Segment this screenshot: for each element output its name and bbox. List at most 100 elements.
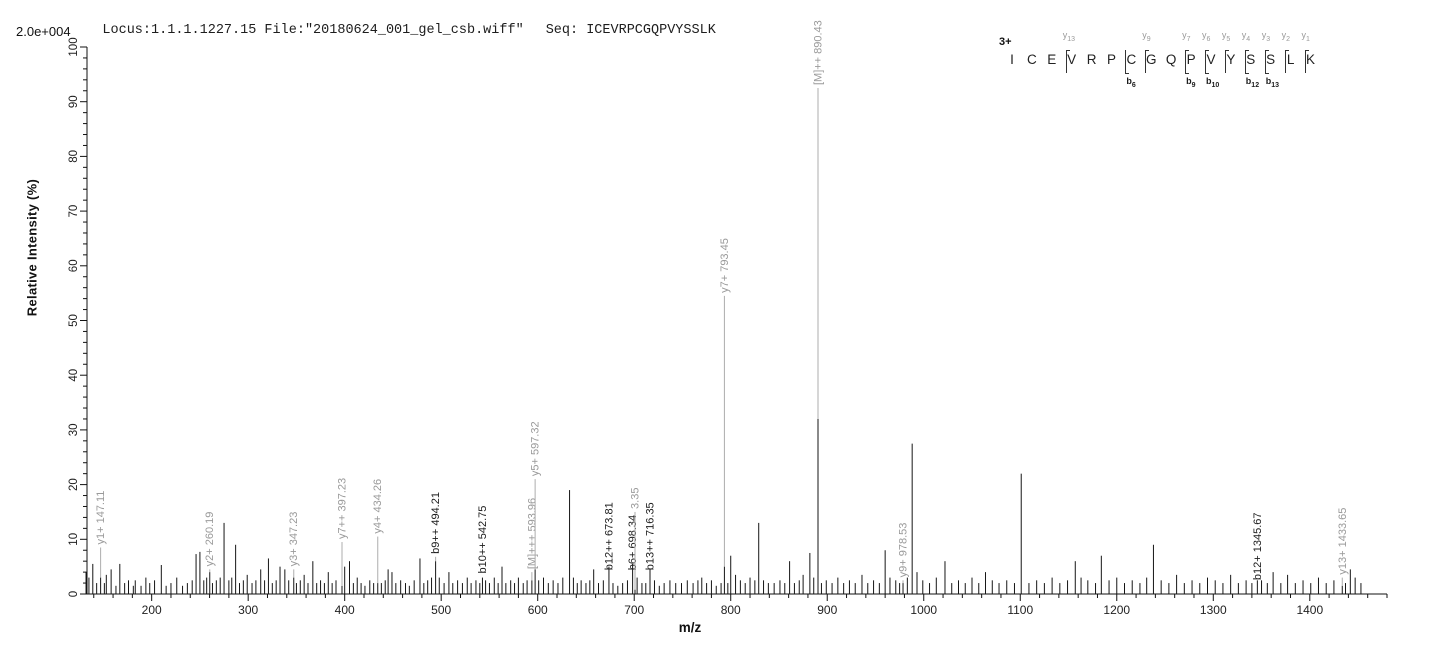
x-tick-label: 400 xyxy=(335,603,355,617)
y-tick-label: 40 xyxy=(68,369,80,382)
x-tick-label: 800 xyxy=(721,603,741,617)
peak-label: b12++ 673.81 xyxy=(603,502,615,570)
peptide-residue: L xyxy=(1286,52,1295,67)
y-ion-label: y2 xyxy=(1281,30,1290,43)
peak-label: 3.35 xyxy=(629,488,641,509)
y-tick-label: 30 xyxy=(68,424,80,437)
x-tick-label: 1300 xyxy=(1200,603,1227,617)
cleavage-bracket xyxy=(1224,50,1226,73)
sequence-label: Seq: ICEVRPCGQPVYSSLK xyxy=(545,23,716,38)
peptide-residue: I xyxy=(1010,52,1014,67)
y-ion-label: y9 xyxy=(1142,30,1151,43)
x-tick-label: 300 xyxy=(238,603,258,617)
y-ion-label: y5 xyxy=(1221,30,1231,43)
x-tick-label: 500 xyxy=(431,603,451,617)
x-tick-label: 1000 xyxy=(910,603,937,617)
y-tick-label: 20 xyxy=(68,478,80,491)
y-scale-label: 2.0e+004 xyxy=(16,24,71,39)
cleavage-bracket xyxy=(1125,50,1127,73)
cleavage-bracket-hook xyxy=(1244,50,1249,51)
peak-label: [M]++ 890.43 xyxy=(813,20,825,85)
cleavage-bracket xyxy=(1145,50,1147,73)
peak-label: b6+ 698.34 xyxy=(627,515,639,570)
peptide-residue: R xyxy=(1086,52,1097,67)
peptide-residue: C xyxy=(1027,52,1037,67)
y-tick-label: 50 xyxy=(68,314,80,327)
cleavage-bracket-hook xyxy=(1145,50,1150,51)
cleavage-bracket-hook xyxy=(1264,73,1269,74)
cleavage-bracket-hook xyxy=(1264,50,1269,51)
y-ion-label: y1 xyxy=(1301,30,1310,43)
x-tick-label: 200 xyxy=(142,603,162,617)
peak-label: y13+ 1433.65 xyxy=(1337,508,1349,575)
peptide-residue: V xyxy=(1206,52,1216,67)
y-tick-label: 80 xyxy=(68,150,80,163)
x-tick-label: 600 xyxy=(528,603,548,617)
cleavage-bracket-hook xyxy=(1224,50,1229,51)
cleavage-bracket xyxy=(1244,50,1246,73)
cleavage-bracket-hook xyxy=(1185,73,1190,74)
cleavage-bracket xyxy=(1205,50,1206,73)
peptide-residue: V xyxy=(1067,52,1077,67)
y-tick-label: 0 xyxy=(68,591,80,597)
y-tick-label: 60 xyxy=(68,259,80,272)
x-axis-title: m/z xyxy=(678,620,702,635)
y-ion-label: y6 xyxy=(1202,30,1211,43)
precursor-charge-label: 3+ xyxy=(999,36,1012,48)
peak-label: y2+ 260.19 xyxy=(204,512,216,567)
peptide-residue: Q xyxy=(1165,52,1177,67)
peak-label: b13++ 716.35 xyxy=(644,502,656,570)
b-ion-label: b12 xyxy=(1245,76,1260,89)
cleavage-bracket-hook xyxy=(1125,73,1130,74)
cleavage-bracket-hook xyxy=(1205,73,1209,74)
b-ion-label: b10 xyxy=(1206,76,1220,89)
y-ion-label: y4 xyxy=(1241,30,1251,43)
peak-label: y5+ 597.32 xyxy=(530,421,542,476)
cleavage-bracket-hook xyxy=(1065,50,1070,51)
x-tick-label: 700 xyxy=(624,603,644,617)
cleavage-bracket xyxy=(1284,50,1286,73)
x-tick-label: 1100 xyxy=(1007,603,1033,617)
cleavage-bracket-hook xyxy=(1304,50,1309,51)
cleavage-bracket xyxy=(1264,50,1266,73)
cleavage-bracket xyxy=(1304,50,1306,73)
peak-label: y9+ 978.53 xyxy=(898,523,910,578)
peak-label: y4+ 434.26 xyxy=(372,479,384,534)
y-ion-label: y13 xyxy=(1062,30,1075,43)
peptide-residue: S xyxy=(1246,52,1256,67)
header: Locus:1.1.1.1227.15 File:"20180624_001_g… xyxy=(70,8,716,53)
peak-label: b9++ 494.21 xyxy=(430,492,442,554)
peak-label: y7++ 397.23 xyxy=(337,478,349,539)
cleavage-bracket-hook xyxy=(1205,50,1209,51)
b-ion-label: b9 xyxy=(1186,76,1196,89)
peak-label: b10++ 542.75 xyxy=(477,506,489,574)
peak-label: y1+ 147.11 xyxy=(95,491,107,545)
peptide-residue: P xyxy=(1186,52,1196,67)
peak-label: y3+ 347.23 xyxy=(288,512,300,567)
cleavage-bracket-hook xyxy=(1244,73,1249,74)
b-ion-label: b6 xyxy=(1126,76,1136,89)
y-tick-label: 90 xyxy=(68,95,80,108)
peptide-residue: S xyxy=(1266,52,1276,67)
peak-label: y7+ 793.45 xyxy=(719,238,731,293)
peptide-residue: G xyxy=(1146,52,1157,67)
peptide-residue: K xyxy=(1305,52,1315,67)
cleavage-bracket-hook xyxy=(1284,50,1289,51)
locus-file-label: Locus:1.1.1.1227.15 File:"20180624_001_g… xyxy=(102,23,524,38)
y-ion-label: y3 xyxy=(1261,30,1271,43)
peptide-residue: E xyxy=(1047,52,1057,67)
cleavage-bracket xyxy=(1185,50,1187,73)
x-tick-label: 1400 xyxy=(1296,603,1323,617)
cleavage-bracket xyxy=(1065,50,1067,73)
b-ion-label: b13 xyxy=(1265,76,1279,89)
peptide-residue: C xyxy=(1126,52,1137,67)
y-tick-label: 100 xyxy=(68,37,80,56)
peptide-residue: Y xyxy=(1226,52,1236,67)
cleavage-bracket-hook xyxy=(1185,50,1190,51)
y-tick-label: 70 xyxy=(68,205,80,218)
peptide-residue: P xyxy=(1106,52,1116,67)
peak-label: b12+ 1345.67 xyxy=(1252,512,1264,580)
x-tick-label: 1200 xyxy=(1103,603,1130,617)
